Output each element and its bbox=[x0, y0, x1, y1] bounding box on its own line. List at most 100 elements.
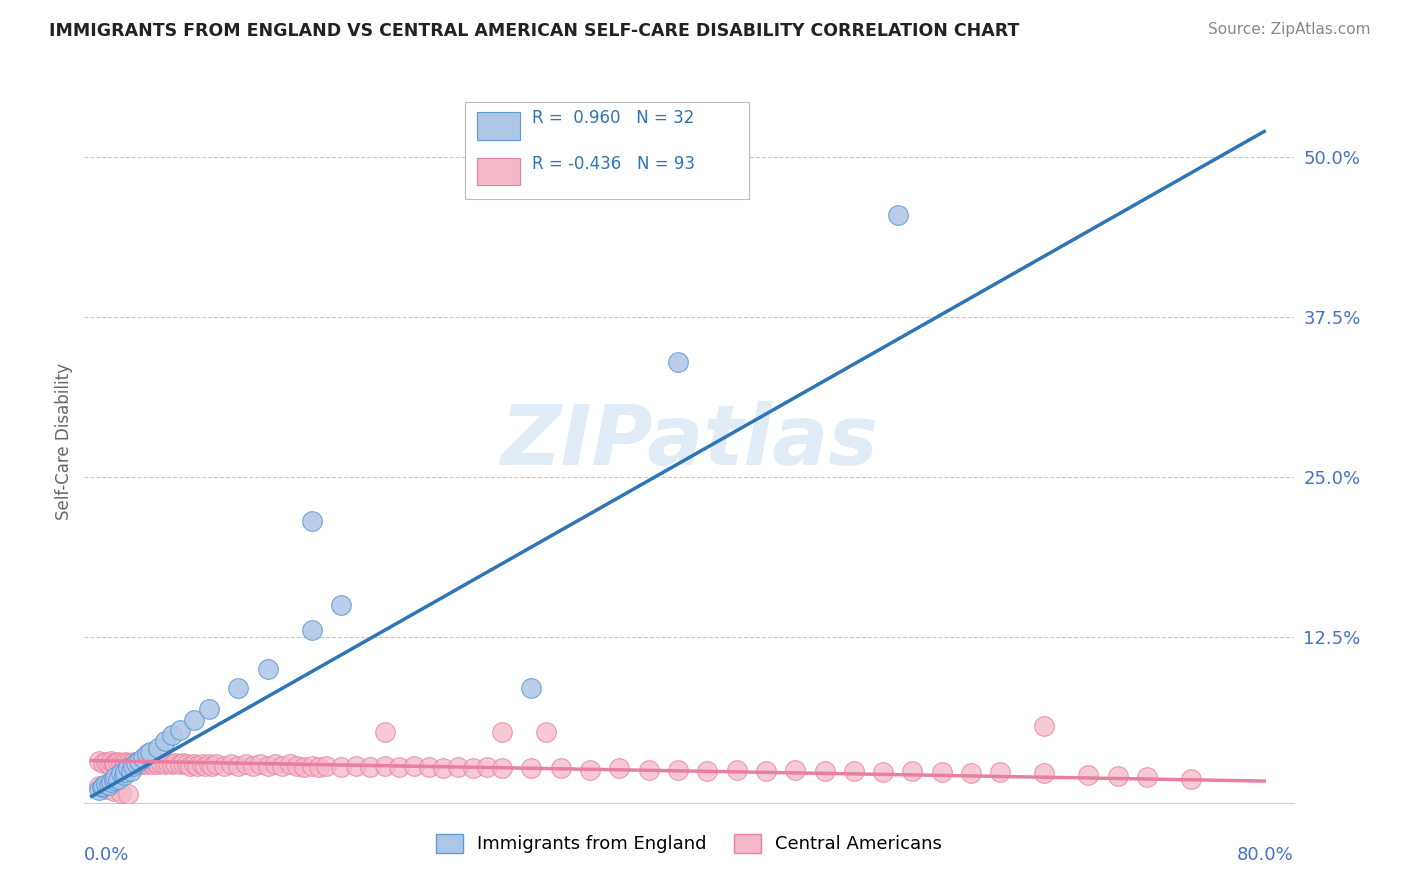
Point bbox=[374, 758, 396, 772]
Point bbox=[344, 758, 367, 772]
Point bbox=[315, 758, 337, 772]
Point bbox=[301, 758, 323, 772]
Point bbox=[120, 764, 142, 778]
Point bbox=[1136, 770, 1159, 784]
Point bbox=[107, 772, 129, 786]
Point bbox=[785, 763, 807, 777]
Point bbox=[301, 623, 323, 637]
Point bbox=[98, 778, 121, 792]
FancyBboxPatch shape bbox=[465, 102, 749, 200]
Point bbox=[132, 751, 155, 765]
Point bbox=[156, 756, 179, 771]
Point bbox=[96, 755, 118, 769]
Point bbox=[388, 760, 411, 774]
Point bbox=[169, 757, 191, 772]
Legend: Immigrants from England, Central Americans: Immigrants from England, Central America… bbox=[430, 829, 948, 859]
Point bbox=[329, 760, 352, 774]
Point bbox=[190, 757, 212, 772]
Point bbox=[198, 757, 221, 772]
Point bbox=[579, 763, 602, 777]
Point bbox=[114, 765, 136, 780]
Point bbox=[491, 725, 513, 739]
Point bbox=[132, 757, 155, 772]
Text: Source: ZipAtlas.com: Source: ZipAtlas.com bbox=[1208, 22, 1371, 37]
Point bbox=[374, 725, 396, 739]
Point bbox=[960, 766, 983, 780]
Point bbox=[162, 728, 184, 742]
Point bbox=[226, 681, 249, 695]
Point bbox=[104, 757, 127, 772]
Point bbox=[755, 764, 778, 778]
Point bbox=[103, 756, 125, 771]
Point bbox=[117, 787, 139, 801]
Point bbox=[404, 758, 426, 772]
Point bbox=[520, 761, 543, 775]
Point bbox=[91, 780, 114, 795]
Point bbox=[887, 208, 910, 222]
Point bbox=[112, 757, 135, 772]
Point bbox=[278, 757, 301, 772]
Point bbox=[103, 772, 125, 787]
Point bbox=[96, 781, 118, 796]
Point bbox=[329, 598, 352, 612]
Text: R = -0.436   N = 93: R = -0.436 N = 93 bbox=[531, 155, 695, 173]
Point bbox=[461, 761, 484, 775]
Point bbox=[124, 756, 146, 771]
Point bbox=[242, 758, 264, 772]
Point bbox=[153, 757, 176, 772]
Point bbox=[183, 757, 205, 772]
Point bbox=[146, 757, 169, 772]
Point bbox=[172, 756, 194, 771]
Point bbox=[235, 757, 257, 772]
Point bbox=[285, 758, 308, 772]
Point bbox=[725, 763, 748, 777]
Point bbox=[256, 758, 278, 772]
Point bbox=[103, 784, 125, 798]
Point bbox=[813, 764, 835, 778]
Point bbox=[112, 767, 135, 781]
Point bbox=[1033, 766, 1056, 780]
Point bbox=[1180, 772, 1202, 786]
Point bbox=[142, 757, 165, 772]
Point bbox=[100, 775, 122, 789]
Text: 0.0%: 0.0% bbox=[84, 847, 129, 864]
Point bbox=[212, 758, 235, 772]
Point bbox=[110, 766, 132, 780]
Point bbox=[308, 760, 330, 774]
Point bbox=[205, 757, 228, 772]
Point bbox=[219, 757, 242, 772]
Point bbox=[121, 755, 143, 769]
Point bbox=[607, 761, 630, 775]
Point bbox=[139, 745, 162, 759]
Text: ZIPatlas: ZIPatlas bbox=[501, 401, 877, 482]
Point bbox=[104, 770, 127, 784]
Point bbox=[271, 758, 294, 772]
Point bbox=[696, 764, 718, 778]
Point bbox=[135, 756, 157, 771]
Point bbox=[432, 761, 454, 775]
Point bbox=[114, 755, 136, 769]
Point bbox=[264, 757, 287, 772]
Point bbox=[117, 761, 139, 775]
Point bbox=[87, 754, 110, 768]
Point bbox=[124, 756, 146, 771]
Point bbox=[637, 763, 659, 777]
Text: 80.0%: 80.0% bbox=[1237, 847, 1294, 864]
Point bbox=[120, 757, 142, 772]
Point bbox=[87, 783, 110, 797]
Point bbox=[447, 760, 470, 774]
Point bbox=[1077, 767, 1099, 781]
Point bbox=[249, 757, 271, 772]
Point bbox=[256, 661, 278, 675]
Point bbox=[193, 758, 215, 772]
Point bbox=[96, 776, 118, 790]
Point bbox=[165, 756, 187, 771]
Point bbox=[292, 760, 315, 774]
Point bbox=[872, 765, 894, 780]
Point bbox=[100, 754, 122, 768]
Point bbox=[98, 757, 121, 772]
Point bbox=[169, 723, 191, 737]
Point bbox=[136, 757, 159, 772]
FancyBboxPatch shape bbox=[478, 112, 520, 139]
Point bbox=[128, 754, 150, 768]
